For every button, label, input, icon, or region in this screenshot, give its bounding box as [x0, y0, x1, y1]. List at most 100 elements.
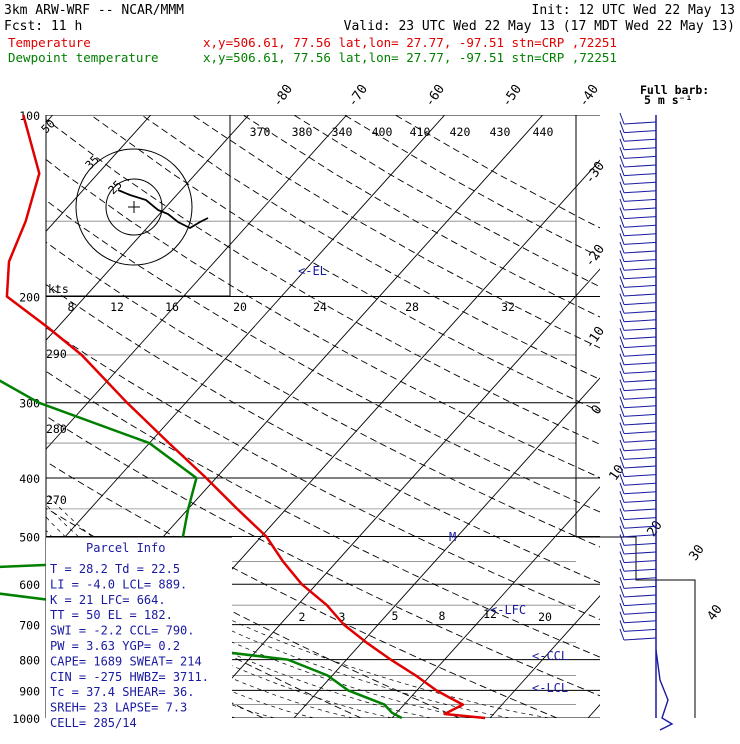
- theta-label: 290: [46, 347, 67, 361]
- isotherm-label: 40: [704, 602, 725, 623]
- isotherm-line: [392, 115, 740, 718]
- mixing-ratio-label: 2: [299, 610, 306, 624]
- wind-barb: [624, 234, 656, 236]
- theta-label: 440: [533, 125, 554, 139]
- wind-barb: [624, 621, 656, 623]
- wind-barb: [624, 500, 656, 502]
- speed-label: 20: [233, 300, 247, 314]
- pressure-label: 200: [19, 291, 40, 305]
- theta-label: 410: [410, 125, 431, 139]
- speed-label: 16: [165, 300, 179, 314]
- wind-barb: [624, 389, 656, 391]
- speed-label: 32: [501, 300, 515, 314]
- forecast-hour: Fcst: 11 h: [4, 19, 82, 34]
- wind-barb: [624, 277, 656, 279]
- hodo-ring-label: 25: [105, 177, 125, 197]
- mixing-ratio-label: 8: [439, 609, 446, 623]
- wind-barb: [624, 509, 656, 511]
- parcel-info-row: TT = 50 EL = 182.: [50, 608, 173, 622]
- isotherm-line: [686, 115, 740, 718]
- hodo-units-label: kts: [48, 282, 69, 296]
- wind-barb: [624, 414, 656, 416]
- theta-label: 400: [372, 125, 393, 139]
- dry-adiabat: [345, 115, 740, 718]
- wind-barb: [624, 466, 656, 468]
- wind-barb: [624, 371, 656, 373]
- wind-barb: [624, 260, 656, 262]
- parcel-info-row: SREH= 23 LAPSE= 7.3: [50, 701, 187, 715]
- parcel-info-title: Parcel Info: [86, 541, 165, 555]
- speed-label: 28: [405, 300, 419, 314]
- pressure-label: 500: [19, 530, 40, 544]
- wind-barb: [624, 492, 656, 494]
- parcel-info-row: Tc = 37.4 SHEAR= 36.: [50, 685, 195, 699]
- isotherm-label: 20: [644, 518, 665, 539]
- isotherm-label: -60: [422, 82, 448, 110]
- wind-barb: [624, 406, 656, 408]
- barb-legend-units: 5 m s⁻¹: [644, 93, 692, 107]
- hodo-trace: [118, 190, 208, 228]
- parcel-info-row: SWI = -2.2 CCL= 790.: [50, 624, 195, 638]
- init-time: Init: 12 UTC Wed 22 May 13: [532, 3, 736, 18]
- wind-barb: [624, 346, 656, 348]
- dry-adiabat: [294, 115, 740, 718]
- parcel-info-row: K = 21 LFC= 664.: [50, 593, 166, 607]
- mixing-ratio-label: 20: [538, 610, 552, 624]
- wind-barb: [624, 397, 656, 399]
- mixing-ratio-label: 5: [392, 609, 399, 623]
- wind-barb: [624, 440, 656, 442]
- wind-barb: [624, 380, 656, 382]
- isotherm-label: -80: [270, 82, 296, 110]
- wind-barb: [624, 552, 656, 554]
- dewpoint-location: x,y=506.61, 77.56 lat,lon= 27.77, -97.51…: [203, 50, 617, 65]
- melting-marker: M: [449, 530, 456, 544]
- pressure-label: 900: [19, 684, 40, 698]
- pressure-label: 600: [19, 578, 40, 592]
- wind-barb: [624, 217, 656, 219]
- wind-barb: [624, 543, 656, 545]
- wind-barb: [624, 294, 656, 296]
- speed-label: 24: [313, 300, 327, 314]
- isotherm-label: 0: [589, 402, 606, 417]
- parcel-info-row: T = 28.2 Td = 22.5: [50, 562, 180, 576]
- parcel-info-row: CELL= 285/14: [50, 716, 137, 730]
- wind-barb: [624, 449, 656, 451]
- pressure-label: 400: [19, 472, 40, 486]
- temperature-location: x,y=506.61, 77.56 lat,lon= 27.77, -97.51…: [203, 35, 617, 50]
- wind-barb: [624, 208, 656, 210]
- wind-barb: [624, 251, 656, 253]
- dry-adiabat: [395, 115, 740, 718]
- ccl-marker: <-CCL: [532, 649, 568, 663]
- wind-barb: [624, 148, 656, 150]
- isotherm-label: 30: [686, 542, 707, 563]
- isotherm-label: -50: [499, 82, 525, 110]
- isotherm-label: -40: [576, 82, 602, 110]
- theta-label: 340: [332, 125, 353, 139]
- wind-barb: [624, 569, 656, 571]
- hodo-ring-label: 35: [82, 152, 102, 172]
- isotherm-label: -10: [582, 324, 608, 352]
- wind-barb: [624, 337, 656, 339]
- wind-barb: [624, 586, 656, 588]
- theta-label: 280: [46, 422, 67, 436]
- isotherm-label: -30: [582, 159, 608, 187]
- parcel-info-row: CIN = -275 HWBZ= 3711.: [50, 670, 209, 684]
- parcel-info-row: PW = 3.63 YGP= 0.2: [50, 639, 180, 653]
- wind-barb: [624, 612, 656, 614]
- wind-barb: [624, 285, 656, 287]
- pressure-label: 700: [19, 619, 40, 633]
- wind-barb: [624, 242, 656, 244]
- wind-barb: [624, 225, 656, 227]
- hodo-ring-label: 50: [38, 116, 58, 136]
- wind-barb: [624, 423, 656, 425]
- wind-barbs: Full barb:5 m s⁻¹: [620, 83, 709, 730]
- wind-barb: [624, 629, 656, 631]
- wind-barb: [624, 475, 656, 477]
- isotherm-label: -70: [345, 82, 371, 110]
- wind-barb: [624, 328, 656, 330]
- theta-label: 420: [450, 125, 471, 139]
- model-title: 3km ARW-WRF -- NCAR/MMM: [4, 3, 184, 18]
- temperature-legend: Temperature: [8, 35, 91, 50]
